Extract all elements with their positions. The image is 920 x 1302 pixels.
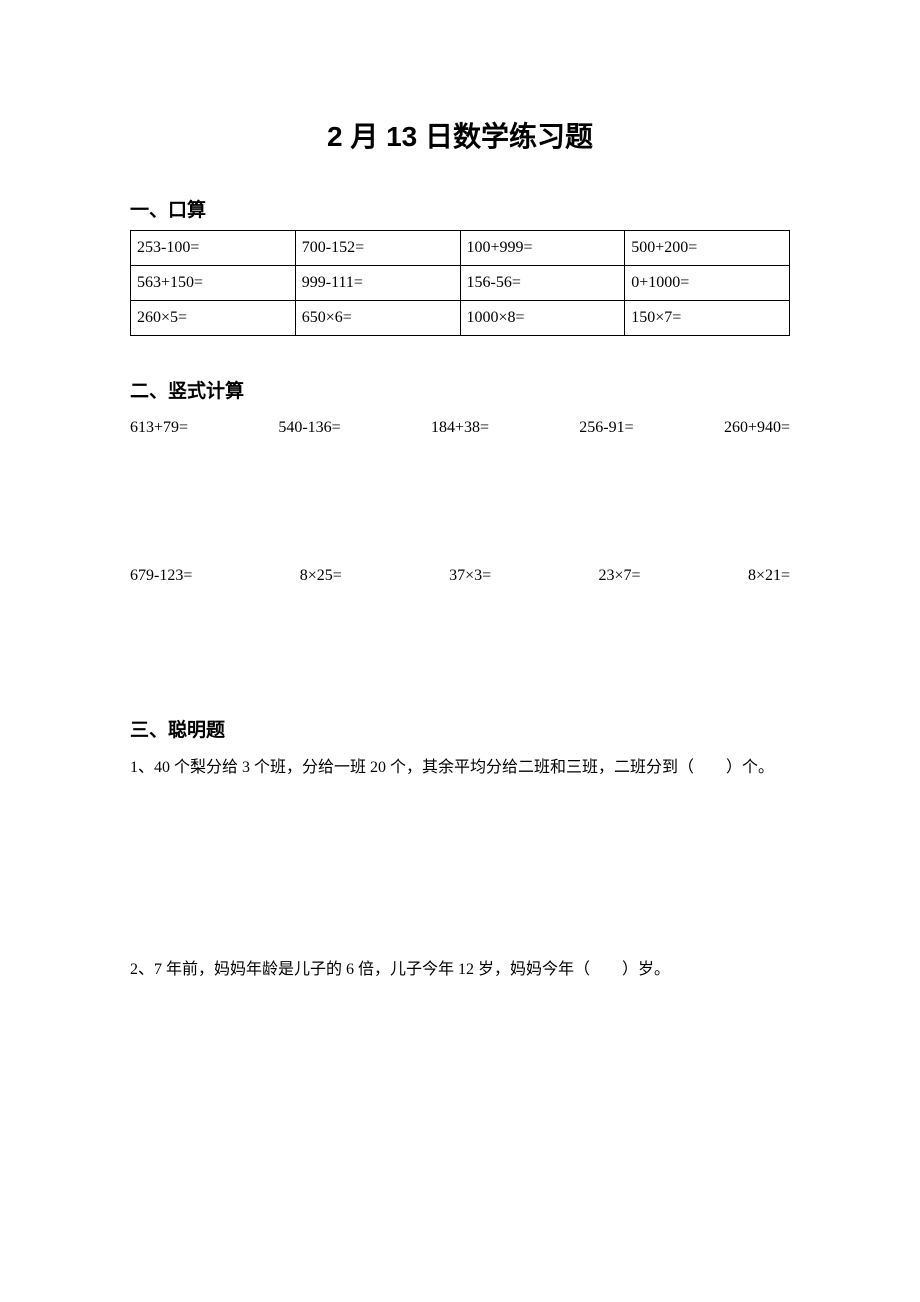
table-cell: 999-111=	[295, 266, 460, 301]
table-cell: 253-100=	[131, 231, 296, 266]
table-cell: 260×5=	[131, 301, 296, 336]
calc-item: 256-91=	[579, 419, 633, 437]
table-cell: 156-56=	[460, 266, 625, 301]
table-cell: 700-152=	[295, 231, 460, 266]
table-row: 253-100= 700-152= 100+999= 500+200=	[131, 231, 790, 266]
calc-item: 540-136=	[278, 419, 340, 437]
calc-item: 679-123=	[130, 567, 192, 585]
calc-item: 23×7=	[599, 567, 641, 585]
section-word-problems: 三、聪明题 1、40 个梨分给 3 个班，分给一班 20 个，其余平均分给二班和…	[130, 715, 790, 986]
table-cell: 0+1000=	[625, 266, 790, 301]
table-row: 260×5= 650×6= 1000×8= 150×7=	[131, 301, 790, 336]
page-title: 2 月 13 日数学练习题	[130, 115, 790, 155]
vertical-calc-row-1: 613+79= 540-136= 184+38= 256-91= 260+940…	[130, 419, 790, 437]
section-vertical-calc: 二、竖式计算 613+79= 540-136= 184+38= 256-91= …	[130, 376, 790, 585]
calc-item: 184+38=	[431, 419, 489, 437]
table-cell: 563+150=	[131, 266, 296, 301]
word-problem-2: 2、7 年前，妈妈年龄是儿子的 6 倍，儿子今年 12 岁，妈妈今年（ ）岁。	[130, 954, 790, 986]
calc-item: 8×21=	[748, 567, 790, 585]
calc-item: 8×25=	[300, 567, 342, 585]
calc-item: 613+79=	[130, 419, 188, 437]
table-cell: 1000×8=	[460, 301, 625, 336]
calc-item: 37×3=	[449, 567, 491, 585]
vertical-calc-row-2: 679-123= 8×25= 37×3= 23×7= 8×21=	[130, 567, 790, 585]
word-problem-1: 1、40 个梨分给 3 个班，分给一班 20 个，其余平均分给二班和三班，二班分…	[130, 752, 790, 784]
calc-item: 260+940=	[724, 419, 790, 437]
table-cell: 150×7=	[625, 301, 790, 336]
section2-heading: 二、竖式计算	[130, 376, 790, 403]
section1-heading: 一、口算	[130, 195, 790, 222]
table-cell: 650×6=	[295, 301, 460, 336]
table-row: 563+150= 999-111= 156-56= 0+1000=	[131, 266, 790, 301]
section-mental-math: 一、口算 253-100= 700-152= 100+999= 500+200=…	[130, 195, 790, 336]
table-cell: 100+999=	[460, 231, 625, 266]
section3-heading: 三、聪明题	[130, 715, 790, 742]
mental-math-table: 253-100= 700-152= 100+999= 500+200= 563+…	[130, 230, 790, 336]
table-cell: 500+200=	[625, 231, 790, 266]
